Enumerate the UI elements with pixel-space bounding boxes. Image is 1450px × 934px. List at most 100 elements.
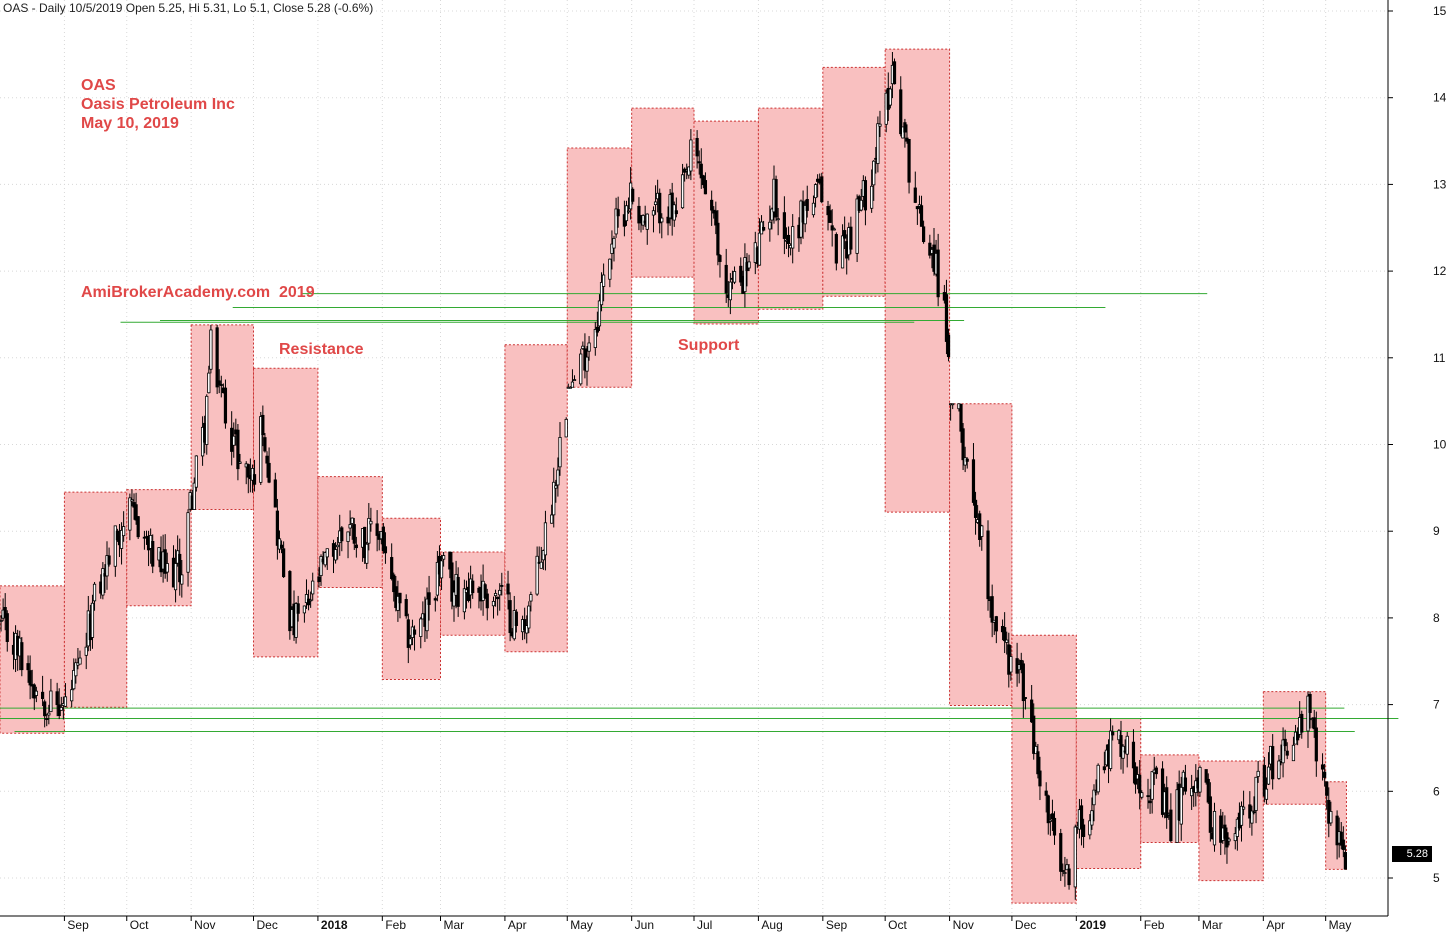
candle-body [602,274,606,287]
candle-body [1092,789,1096,806]
candle-body [1148,800,1152,804]
candle-body [1046,795,1050,824]
candle-body [610,243,614,254]
company-annotation: Oasis Petroleum Inc [81,96,235,113]
site-annotation: AmiBrokerAcademy.com 2019 [81,284,315,301]
candle-body [78,657,82,665]
candle-body [666,216,670,224]
candle-body [1233,833,1237,842]
candle-body [1183,777,1188,792]
candle-body [951,403,955,406]
candle-body [653,201,658,206]
candle-body [107,555,111,565]
candle-body [259,416,263,483]
candle-body [1254,776,1258,811]
candle-body [674,210,678,215]
candle-body [381,526,385,552]
candle-body [223,387,228,424]
candle-body [552,481,556,516]
candle-body [115,530,119,541]
candle-body [1335,815,1339,846]
candle-body [1034,745,1038,755]
monthly-range-box [822,66,886,297]
candle-body [855,198,859,254]
candle-body [267,462,271,483]
candle-body [306,598,311,606]
candle-body [1005,639,1009,643]
monthly-range-box [504,344,568,653]
candle-body [219,384,223,386]
candle-body [1032,715,1036,754]
candle-body [72,670,76,690]
candle-body [84,646,88,656]
candle-body [543,522,548,556]
candle-body [986,530,990,600]
candle-body [1341,839,1345,850]
candle-body [1250,810,1254,824]
candle-body [265,455,269,464]
candle-body [323,552,327,566]
x-tick-label: Oct [130,918,149,932]
candle-body [762,226,766,231]
candle-body [1048,819,1052,822]
candle-body [506,583,510,595]
candle-body [404,599,408,617]
candle-body [398,592,402,604]
candle-body [1021,663,1025,702]
candle-body [151,540,155,567]
x-tick-label: 2019 [1079,918,1106,932]
candle-body [1030,699,1034,723]
candle-body [529,594,533,602]
candle-body [282,548,286,578]
candle-body [1065,864,1069,871]
candle-body [1003,627,1007,642]
chart-header: OAS - Daily 10/5/2019 Open 5.25, Hi 5.31… [3,1,374,15]
candle-body [491,600,496,607]
candle-body [558,437,562,468]
candle-body [587,342,591,352]
candle-body [572,379,577,381]
x-tick-label: Jun [635,918,654,932]
candle-body [1308,694,1312,713]
candle-body [90,602,95,638]
candle-body [597,300,602,327]
candle-body [1277,760,1281,779]
candle-body [128,497,132,531]
candle-body [1204,769,1208,783]
candle-body [903,122,907,133]
monthly-range-box [566,147,633,388]
x-tick-label: Sep [67,918,89,932]
candle-body [390,557,394,580]
candle-body [556,469,560,486]
candle-body [695,137,699,157]
candle-body [346,531,350,542]
candle-body [26,663,30,671]
candle-body [462,588,466,613]
y-tick-label: 7 [1433,698,1440,712]
candle-body [452,591,456,607]
candle-body [304,594,309,604]
candle-body [697,161,701,164]
candle-body [1052,817,1057,836]
candle-body [728,281,732,301]
candle-body [439,560,444,579]
candle-body [192,482,196,510]
candle-body [261,414,265,436]
candle-body [1050,813,1055,820]
candle-body [427,592,431,605]
candle-body [994,616,998,632]
candle-body [1325,781,1329,796]
candle-body [1102,766,1106,771]
candle-body [919,205,924,227]
candle-body [3,607,7,618]
candle-body [1059,833,1063,872]
monthly-range-box [190,324,254,511]
candle-body [1323,771,1327,778]
candle-body [689,139,693,172]
candle-body [1264,788,1269,800]
candle-body [813,184,818,199]
candle-body [49,690,53,713]
candle-body [525,625,529,634]
candle-body [178,553,182,583]
